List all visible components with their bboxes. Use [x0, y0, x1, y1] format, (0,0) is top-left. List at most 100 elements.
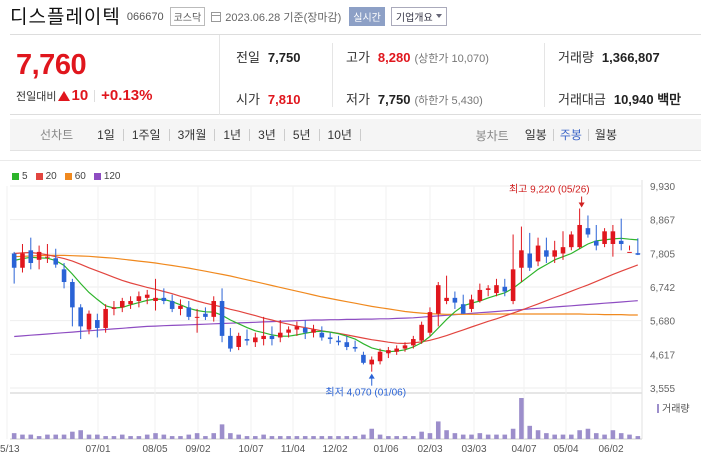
candle-body: [352, 346, 358, 349]
volume-bar: [219, 424, 225, 439]
volume-bar: [369, 428, 375, 439]
period-10y[interactable]: 10년: [320, 128, 361, 141]
candle-body: [236, 335, 241, 347]
period-1w[interactable]: 1주일: [124, 128, 170, 141]
open-cell: 시가 7,810: [236, 89, 300, 108]
candle-body: [186, 307, 192, 317]
candle-body: [211, 301, 217, 317]
low-value: 7,750: [377, 92, 411, 107]
candle-body: [11, 253, 17, 268]
candle-body: [394, 348, 399, 352]
candle-body: [519, 250, 524, 268]
x-tick-label: 06/02: [598, 444, 623, 455]
realtime-button[interactable]: 실시간: [349, 6, 385, 26]
volume-bar: [294, 436, 300, 439]
period-5y[interactable]: 5년: [285, 128, 320, 141]
volume-bar: [286, 436, 291, 439]
lower-limit: (하한가 5,430): [414, 95, 483, 107]
period-1y[interactable]: 1년: [215, 128, 251, 141]
candle-body: [411, 339, 416, 346]
volume-bar: [402, 436, 408, 439]
change-amount: 10: [71, 87, 89, 104]
volume-bar: [577, 430, 582, 439]
volume-bar: [411, 436, 416, 439]
period-3m[interactable]: 3개월: [170, 128, 216, 141]
quote-date: 2023.06.28 기준(장마감): [225, 11, 342, 24]
volume-bar: [494, 434, 499, 439]
volume-bar: [236, 434, 241, 439]
volume-bar: [70, 431, 75, 439]
market-badge: 코스닥: [169, 6, 206, 26]
stock-code: 066670: [126, 10, 164, 23]
candle-body: [460, 304, 466, 314]
volume-bar: [544, 433, 549, 439]
volume-bar: [36, 436, 42, 439]
candle-body: [169, 301, 175, 309]
period-3y[interactable]: 3년: [250, 128, 285, 141]
legend-ma20: 20: [35, 171, 57, 182]
x-tick-label: 04/07: [511, 444, 536, 455]
price-chart[interactable]: 5 20 60 120 9,930 8,867 7,805 6,742 5,680 4,6…: [0, 159, 701, 457]
candle-body: [361, 354, 366, 363]
volume-bar: [452, 433, 458, 439]
volume-bar: [244, 436, 250, 439]
company-overview-button[interactable]: 기업개요: [390, 6, 447, 26]
candle-body: [261, 335, 266, 340]
x-tick-label: 05/04: [553, 444, 578, 455]
volume-bar: [119, 434, 125, 439]
trade-value: 10,940 백만: [613, 92, 682, 107]
stock-header: 디스플레이텍 066670 코스닥 2023.06.28 기준(장마감) 실시간…: [0, 0, 701, 30]
volume-bar: [95, 434, 100, 439]
current-price: 7,760: [16, 49, 87, 81]
volume-bar: [602, 434, 607, 439]
volume-bar: [377, 434, 383, 439]
candle-body: [36, 251, 42, 260]
period-1d[interactable]: 1일: [89, 128, 124, 141]
volume-bar: [386, 436, 391, 439]
volume-bar: [552, 434, 557, 439]
candle-body: [552, 250, 557, 257]
price-box: 7,760 전일대비 10 +0.13%: [10, 35, 220, 115]
candle-body: [386, 350, 391, 354]
trade-value-cell: 거래대금 10,940 백만: [558, 89, 681, 108]
y-tick-label: 3,555: [650, 384, 675, 395]
change-label: 전일대비: [16, 90, 57, 103]
low-arrow-icon: [368, 373, 375, 379]
volume-bar: [460, 434, 466, 439]
candle-body: [569, 234, 574, 248]
quote-summary: 7,760 전일대비 10 +0.13% 전일 7,750 고가 8,280 (…: [10, 34, 701, 115]
candle-body: [277, 332, 283, 338]
candle-body: [593, 240, 599, 246]
change-row: 전일대비 10 +0.13%: [16, 87, 152, 104]
volume-bar: [336, 436, 341, 439]
volume-bar: [153, 433, 158, 439]
high-value: 8,280: [377, 50, 411, 65]
candle-body: [560, 247, 566, 254]
high-arrow-icon: [578, 202, 585, 208]
chart-canvas[interactable]: 9,930 8,867 7,805 6,742 5,680 4,617 3,555 05/13…: [0, 159, 701, 457]
high-annotation: 최고 9,220 (05/26): [509, 183, 590, 195]
calendar-icon: [211, 11, 222, 22]
candle-daily[interactable]: 일봉: [519, 129, 554, 141]
candle-body: [618, 240, 624, 244]
candle-body: [635, 253, 641, 255]
y-tick-label: 6,742: [650, 283, 675, 294]
candle-body: [577, 224, 582, 248]
y-tick-label: 9,930: [650, 182, 675, 193]
y-tick-label: 5,680: [650, 317, 675, 328]
candle-weekly[interactable]: 주봉: [554, 129, 589, 141]
legend-ma5: 5: [12, 171, 28, 182]
candle-period-group: 봉차트 일봉 주봉 월봉: [476, 119, 701, 151]
candle-body: [302, 327, 308, 333]
volume-bar: [527, 425, 533, 439]
candle-body: [510, 269, 516, 302]
candle-monthly[interactable]: 월봉: [594, 128, 617, 142]
volume-bar: [128, 436, 133, 439]
volume-bar: [53, 434, 59, 439]
candle-body: [161, 297, 167, 302]
candle-body: [527, 253, 533, 268]
candle-body: [535, 245, 541, 262]
x-tick-label: 12/02: [322, 444, 347, 455]
legend-ma60: 60: [64, 171, 86, 182]
y-tick-label: 8,867: [650, 216, 675, 227]
